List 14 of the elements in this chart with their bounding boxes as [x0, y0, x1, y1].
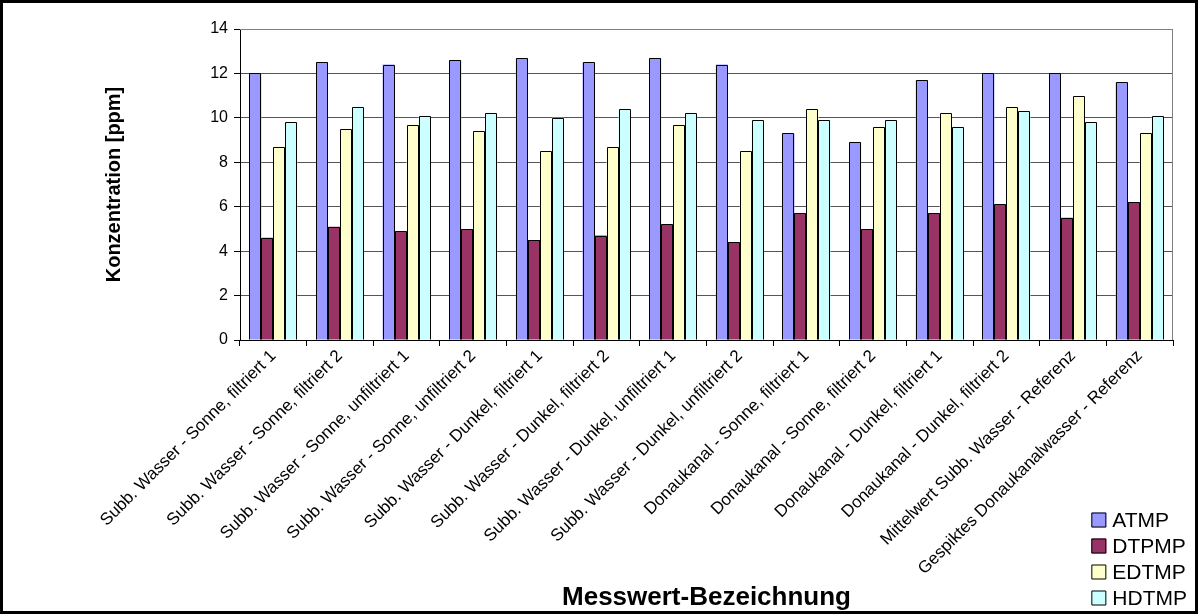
- y-tick-label: 2: [219, 285, 229, 303]
- legend-label: HDTMP: [1112, 585, 1188, 609]
- y-tick-label: 0: [219, 330, 229, 348]
- legend-label: EDTMP: [1112, 559, 1186, 583]
- legend-label: ATMP: [1112, 507, 1170, 531]
- y-tick-label: 14: [210, 19, 229, 37]
- y-tick-label: 12: [210, 63, 229, 81]
- y-tick-label: 10: [210, 108, 229, 126]
- y-axis-title: Konzentration [ppm]: [101, 86, 124, 283]
- y-tick-label: 6: [219, 197, 229, 215]
- legend-label: DTPMP: [1112, 533, 1186, 557]
- y-tick-label: 8: [219, 152, 229, 170]
- y-tick-label: 4: [219, 241, 229, 259]
- x-axis-title: Messwert-Bezeichnung: [562, 581, 851, 612]
